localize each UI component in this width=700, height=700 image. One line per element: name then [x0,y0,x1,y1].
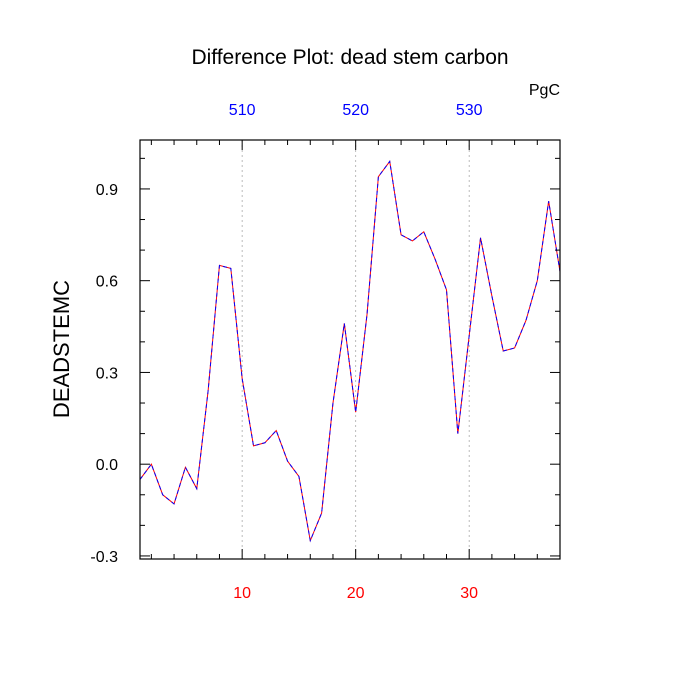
x-tick-label-top: 510 [229,102,256,119]
chart-title: Difference Plot: dead stem carbon [191,46,508,69]
axis-ticks [140,140,561,559]
y-tick-label: -0.3 [90,549,118,566]
x-tick-label-bottom: 30 [460,585,478,602]
units-label: PgC [529,82,560,99]
y-axis-label: DEADSTEMC [49,280,74,418]
tick-labels: 10 20 30 510 520 530 -0.3 0.0 0.3 0.6 0.9 [90,102,482,602]
x-tick-label-top: 520 [342,102,369,119]
grid-lines [241,140,470,559]
x-tick-label-bottom: 20 [347,585,365,602]
series-line-1 [139,160,561,543]
x-tick-label-bottom: 10 [233,585,251,602]
series-lines [139,160,561,543]
plot-frame [139,139,561,560]
series-line-2 [139,160,561,543]
y-tick-label: 0.9 [96,182,118,199]
y-tick-label: 0.6 [96,274,118,291]
y-tick-label: 0.3 [96,365,118,382]
x-tick-label-top: 530 [456,102,483,119]
y-tick-label: 0.0 [96,457,118,474]
